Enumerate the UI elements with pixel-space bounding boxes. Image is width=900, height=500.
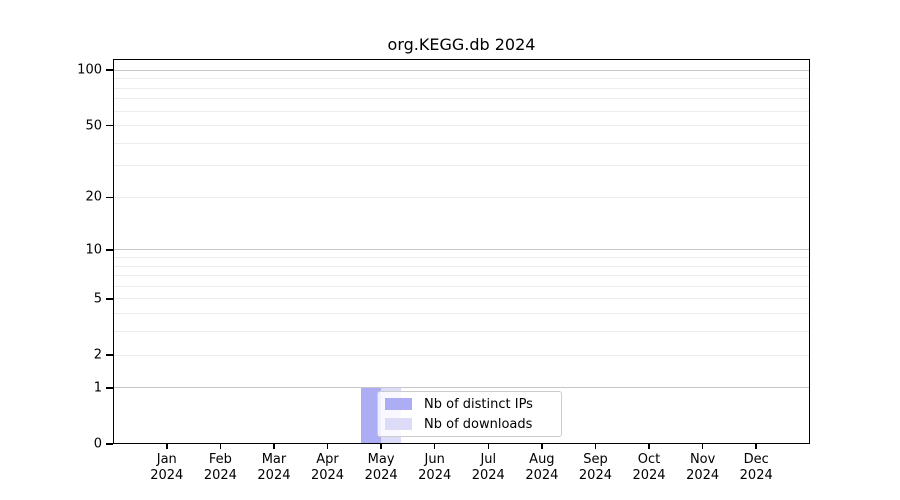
- legend-label-distinct-ips: Nb of distinct IPs: [424, 396, 533, 412]
- gridline-40: [113, 142, 810, 144]
- y-axis-tick-label: 1: [93, 380, 102, 396]
- gridline-60: [113, 110, 810, 112]
- x-axis-tick: [648, 444, 650, 449]
- x-axis-tick: [273, 444, 275, 449]
- y-axis-tick-label: 100: [77, 62, 102, 78]
- y-axis-tick: [106, 298, 113, 300]
- bar-distinct-ips-may: [361, 387, 382, 444]
- y-axis-tick: [106, 249, 113, 251]
- x-axis-tick: [380, 444, 382, 449]
- y-axis-tick: [106, 69, 113, 71]
- x-axis-tick: [326, 444, 329, 449]
- gridline-100: [113, 69, 810, 71]
- plot-border: [113, 59, 810, 444]
- gridline-80: [113, 87, 810, 89]
- legend: Nb of distinct IPs Nb of downloads: [377, 391, 562, 437]
- legend-swatch-distinct-ips: [385, 398, 412, 410]
- x-axis-tick-label: Feb 2024: [203, 452, 237, 483]
- y-axis-tick-label: 10: [85, 242, 102, 258]
- x-axis-tick: [433, 444, 436, 449]
- x-axis-tick: [594, 444, 597, 449]
- x-axis-tick-label: Oct 2024: [632, 452, 666, 483]
- y-axis-tick: [106, 124, 113, 127]
- gridline-1: [113, 387, 810, 389]
- legend-label-downloads: Nb of downloads: [424, 416, 533, 432]
- gridline-70: [113, 98, 810, 100]
- gridline-10: [113, 249, 810, 251]
- gridline-2: [113, 354, 810, 356]
- x-axis-tick-label: Jun 2024: [418, 452, 452, 483]
- gridline-50: [113, 125, 810, 127]
- x-axis-tick-label: Jan 2024: [150, 452, 184, 483]
- chart-title: org.KEGG.db 2024: [387, 35, 536, 54]
- y-axis-tick: [106, 387, 113, 389]
- y-axis-tick-label: 2: [93, 347, 102, 363]
- x-axis-tick-label: Nov 2024: [686, 452, 720, 483]
- gridline-5: [113, 298, 810, 300]
- y-axis-tick: [106, 443, 113, 445]
- x-axis-tick: [755, 444, 757, 449]
- x-axis-tick-label: Dec 2024: [739, 452, 773, 483]
- y-axis-tick: [106, 354, 113, 356]
- y-axis-tick-label: 20: [85, 189, 102, 205]
- gridline-90: [113, 78, 810, 80]
- x-axis-tick-label: May 2024: [364, 452, 398, 483]
- y-axis-tick-label: 50: [85, 118, 102, 134]
- x-axis-tick: [701, 444, 704, 449]
- gridline-30: [113, 165, 810, 167]
- plot-area: Nb of distinct IPs Nb of downloads 0 1 2 5 1…: [77, 59, 810, 483]
- gridline-4: [113, 313, 810, 315]
- gridline-7: [113, 275, 810, 277]
- gridline-6: [113, 285, 810, 287]
- gridline-8: [113, 265, 810, 267]
- y-axis-tick-label: 0: [93, 436, 102, 452]
- x-axis-tick-label: Sep 2024: [578, 452, 612, 483]
- x-axis-tick: [541, 444, 543, 449]
- gridline-9: [113, 257, 810, 259]
- x-axis-tick: [166, 444, 168, 449]
- x-axis-tick-label: Aug 2024: [525, 452, 559, 483]
- legend-swatch-downloads: [385, 418, 412, 430]
- x-axis-tick-label: Mar 2024: [257, 452, 291, 483]
- legend-item-distinct-ips: Nb of distinct IPs: [385, 397, 554, 412]
- y-axis-tick-label: 5: [93, 291, 102, 307]
- x-axis-tick-label: Apr 2024: [310, 452, 345, 483]
- gridline-20: [113, 196, 810, 198]
- x-axis-tick-label: Jul 2024: [471, 452, 505, 483]
- x-axis-tick: [487, 444, 490, 449]
- gridline-3: [113, 331, 810, 333]
- legend-item-downloads: Nb of downloads: [385, 417, 554, 432]
- x-axis-tick: [219, 444, 222, 449]
- y-axis-tick: [106, 196, 113, 199]
